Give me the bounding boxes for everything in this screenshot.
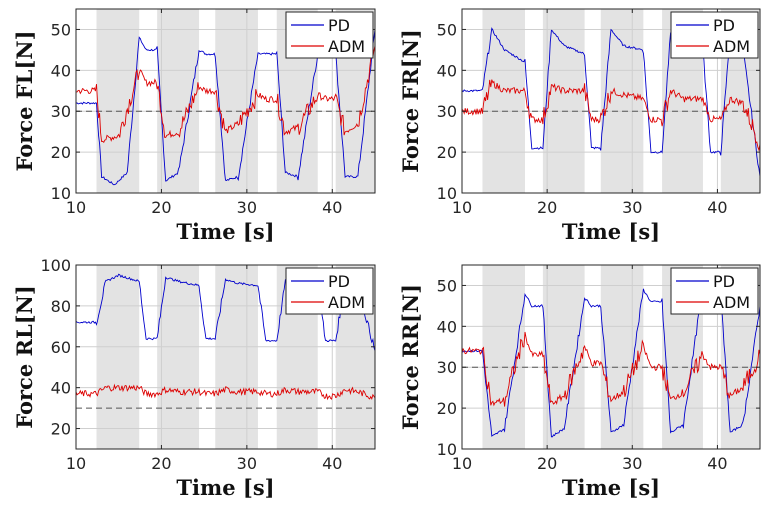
- y-tick-label: 30: [51, 102, 71, 121]
- series-line-adm: [76, 383, 375, 401]
- axes-frame: [75, 8, 376, 194]
- legend: PD ADM: [285, 267, 374, 315]
- legend-label-adm: ADM: [713, 37, 750, 56]
- shaded-interval: [96, 265, 140, 449]
- legend-label-adm: ADM: [328, 293, 365, 312]
- legend-box: [285, 11, 374, 59]
- axes-frame: [461, 8, 761, 194]
- legend: PD ADM: [670, 11, 759, 59]
- y-axis-label: Force FL[N]: [12, 30, 37, 171]
- shaded-interval: [215, 265, 258, 449]
- y-axis-label: Force RR[N]: [398, 284, 423, 430]
- x-tick-label: 20: [537, 454, 557, 473]
- chart-panel-bottom-right: 10 20 30 40 10 20 30 40 50 Time [s] Force RR[N] PD A…: [398, 264, 761, 500]
- y-tick-label: 30: [437, 102, 457, 121]
- y-tick-label: 20: [437, 143, 457, 162]
- shaded-interval: [542, 9, 585, 193]
- y-tick-label: 20: [437, 399, 457, 418]
- x-tick-label: 10: [452, 454, 472, 473]
- legend-label-adm: ADM: [328, 37, 365, 56]
- series-line-pd: [76, 273, 375, 352]
- axes-frame: [461, 264, 761, 450]
- x-axis-label: Time [s]: [176, 475, 274, 500]
- x-tick-label: 40: [707, 198, 727, 217]
- legend-label-adm: ADM: [713, 293, 750, 312]
- y-tick-label: 40: [51, 61, 71, 80]
- legend-box: [670, 267, 759, 315]
- legend-label-pd: PD: [328, 16, 350, 35]
- series-line-adm: [462, 331, 760, 407]
- shaded-interval: [482, 9, 526, 193]
- y-tick-label: 40: [437, 61, 457, 80]
- x-tick-label: 10: [452, 198, 472, 217]
- legend: PD ADM: [285, 11, 374, 59]
- shaded-interval: [482, 265, 526, 449]
- y-tick-label: 20: [51, 420, 71, 439]
- x-axis-label: Time [s]: [176, 219, 274, 244]
- y-tick-label: 10: [51, 184, 71, 203]
- x-axis-label: Time [s]: [562, 219, 660, 244]
- y-tick-label: 50: [437, 20, 457, 39]
- y-tick-label: 30: [437, 358, 457, 377]
- x-tick-label: 30: [622, 198, 642, 217]
- shaded-interval: [600, 265, 644, 449]
- x-axis-label: Time [s]: [562, 475, 660, 500]
- legend-box: [670, 11, 759, 59]
- x-tick-label: 20: [151, 198, 171, 217]
- x-tick-label: 40: [322, 198, 342, 217]
- legend: PD ADM: [670, 267, 759, 315]
- x-tick-label: 30: [622, 454, 642, 473]
- y-tick-label: 80: [51, 297, 71, 316]
- legend-label-pd: PD: [328, 272, 350, 291]
- x-tick-label: 40: [707, 454, 727, 473]
- x-tick-label: 30: [237, 198, 257, 217]
- series-line-pd: [462, 27, 760, 177]
- x-tick-label: 10: [66, 454, 86, 473]
- series-line-adm: [462, 79, 760, 152]
- x-tick-label: 40: [322, 454, 342, 473]
- y-tick-label: 10: [437, 440, 457, 459]
- y-tick-label: 50: [437, 276, 457, 295]
- shaded-interval: [96, 9, 140, 193]
- y-tick-label: 10: [437, 184, 457, 203]
- x-tick-label: 20: [537, 198, 557, 217]
- y-tick-label: 20: [51, 143, 71, 162]
- chart-panel-top-right: 10 20 30 40 10 20 30 40 50 Time [s] Force FR[N] PD A…: [398, 8, 761, 244]
- shaded-interval: [600, 9, 644, 193]
- y-tick-label: 50: [51, 20, 71, 39]
- legend-box: [285, 267, 374, 315]
- y-tick-label: 40: [51, 379, 71, 398]
- legend-label-pd: PD: [713, 272, 735, 291]
- y-tick-label: 100: [40, 256, 71, 275]
- chart-panel-bottom-left: 10 20 30 40 20 40 60 80 100 Time [s] Force RL[N] PD…: [12, 256, 376, 500]
- y-tick-label: 40: [437, 317, 457, 336]
- shaded-interval: [215, 9, 258, 193]
- x-tick-label: 10: [66, 198, 86, 217]
- shaded-interval: [542, 265, 585, 449]
- chart-panel-top-left: 10 20 30 40 10 20 30 40 50 Time [s] Force FL[N] PD A…: [12, 8, 376, 244]
- shaded-interval: [157, 265, 200, 449]
- x-tick-label: 30: [237, 454, 257, 473]
- series-line-adm: [76, 45, 375, 144]
- y-axis-label: Force RL[N]: [12, 285, 37, 429]
- x-tick-label: 20: [151, 454, 171, 473]
- y-axis-label: Force FR[N]: [398, 29, 423, 173]
- y-tick-label: 60: [51, 338, 71, 357]
- legend-label-pd: PD: [713, 16, 735, 35]
- shaded-interval: [157, 9, 200, 193]
- axes-frame: [75, 264, 376, 450]
